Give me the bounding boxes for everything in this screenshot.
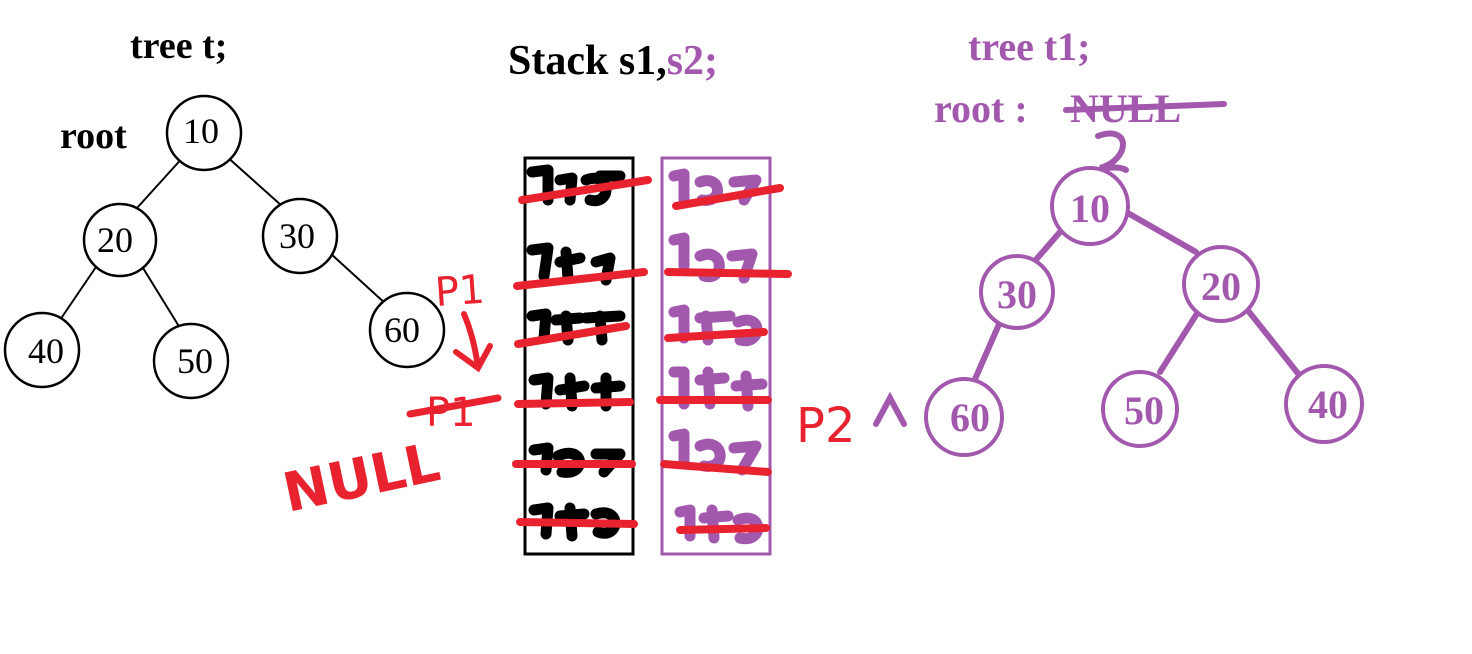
s1-strike-2 (513, 268, 648, 290)
stack-s1-entry (526, 164, 626, 207)
stack-s2-entry (674, 504, 764, 545)
tree-t1-root-strike (1063, 101, 1227, 113)
stack-s2-entry (668, 304, 763, 347)
edge-30-60 (969, 319, 1003, 389)
p1-strike (406, 394, 502, 418)
tree-t1-node-30 (979, 254, 1055, 330)
tree-t-node-50 (152, 322, 230, 400)
tree-t1-value-50: 50 (1124, 388, 1164, 433)
stack-s2-entry (668, 366, 768, 412)
edge-10-20 (136, 154, 186, 209)
s2-strike-6 (676, 524, 770, 534)
s1-strike-3 (514, 322, 630, 348)
p1-arrow (453, 311, 493, 373)
tree-t1-node-20 (1182, 245, 1260, 323)
p2-caret-icon (873, 391, 907, 427)
tree-t-value-10: 10 (183, 111, 219, 151)
tree-t1-node-60 (924, 377, 1004, 457)
tree-t1-title: tree t1; (968, 24, 1091, 69)
tree-t-node-10 (165, 94, 243, 172)
edge-20-40 (1243, 305, 1303, 379)
edge-20-50 (142, 267, 181, 329)
s2-strike-1 (672, 184, 784, 210)
s1-strike-6 (516, 518, 638, 528)
edge-10-30 (224, 154, 283, 207)
tree-t1-node-40 (1284, 364, 1364, 444)
stack-s1-entry (526, 308, 626, 346)
tree-t1-value-10: 10 (1070, 186, 1110, 231)
s1-strike-1 (518, 176, 652, 204)
tree-t1-value-40: 40 (1308, 382, 1348, 427)
edge-20-40 (59, 263, 99, 321)
stack-s1-entry (528, 372, 626, 412)
edge-30-60 (329, 252, 388, 306)
stack-s1-entry (528, 502, 621, 542)
tree-t-title: tree t; (130, 25, 227, 67)
tree-t1-edges (969, 209, 1303, 389)
p1-null-value: NULL (278, 430, 446, 524)
tree-t1-root-link (1095, 130, 1129, 173)
tree-t-root-label: root (60, 115, 127, 157)
stack-s2-title: s2; (667, 38, 718, 84)
tree-t1-node-10 (1050, 166, 1130, 246)
tree-t-node-30 (261, 197, 339, 275)
tree-t1-node-50 (1101, 370, 1179, 448)
svg-text:Stack s1,s2;: Stack s1,s2; (508, 38, 718, 84)
tree-t-node-60 (368, 291, 446, 369)
tree-t1: tree t1; root : NULL 10 30 20 60 50 40 (924, 24, 1364, 457)
p2-label: P2 (796, 398, 855, 454)
tree-t1-value-30: 30 (997, 272, 1037, 317)
stack-s1-entries (526, 164, 626, 542)
stacks-section: Stack s1,s2; (508, 38, 792, 556)
edge-20-50 (1157, 309, 1201, 375)
stack-strike-lines (512, 176, 792, 534)
tree-t-value-40: 40 (28, 331, 64, 371)
tree-t-node-40 (3, 311, 81, 389)
stack-s1-title: Stack s1, (508, 38, 667, 84)
stack-s1-box (523, 156, 635, 556)
pointers: P1 P1 NULL P2 (278, 267, 907, 525)
s2-strike-3 (664, 328, 768, 342)
p1-label: P1 (433, 267, 486, 316)
tree-t-edges (59, 154, 388, 329)
stack-s2-entries (668, 168, 768, 545)
tree-t1-value-60: 60 (950, 395, 990, 440)
tree-t-value-30: 30 (279, 216, 315, 256)
tree-t-value-50: 50 (177, 341, 213, 381)
stack-s1-entry (526, 242, 616, 286)
tree-t-value-20: 20 (97, 220, 133, 260)
tree-t1-root-label: root : (934, 86, 1028, 131)
s2-strike-5 (660, 460, 772, 476)
tree-t: tree t; root 10 20 30 40 50 60 (3, 25, 446, 400)
tree-t-value-60: 60 (384, 310, 420, 350)
stack-s2-box (660, 156, 772, 556)
tree-t-node-20 (82, 202, 158, 278)
s2-strike-2 (664, 268, 792, 278)
edge-10-30 (1031, 229, 1063, 265)
edge-10-20 (1123, 209, 1199, 255)
s1-strike-4 (514, 398, 634, 408)
tree-t1-value-20: 20 (1201, 264, 1241, 309)
